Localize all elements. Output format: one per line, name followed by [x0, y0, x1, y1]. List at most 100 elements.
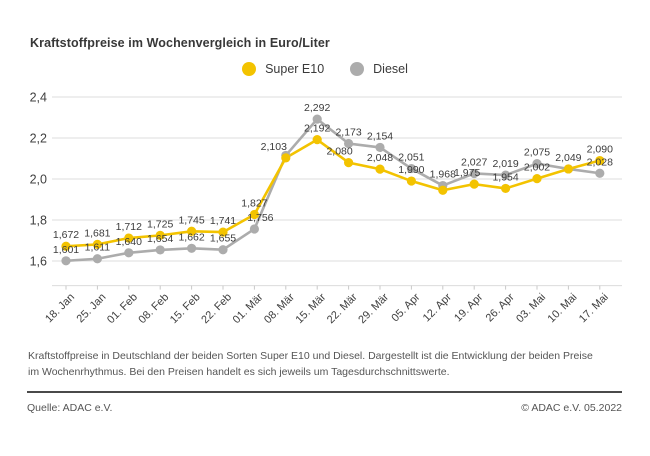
legend-dot-diesel [350, 62, 365, 76]
x-axis-tick-label: 22. Feb [199, 291, 234, 326]
point-super-e10-5 [218, 227, 228, 237]
point-super-e10-1 [92, 239, 102, 249]
y-axis-tick-label: 2,4 [30, 91, 47, 105]
copyright-label: © ADAC e.V. 05.2022 [521, 402, 622, 414]
chart-legend: Super E10 Diesel [0, 62, 650, 76]
value-label: 1,990 [398, 164, 424, 176]
point-super-e10-6 [249, 209, 259, 220]
value-label: 2,154 [367, 130, 393, 142]
line-diesel [65, 117, 600, 263]
point-diesel-8 [312, 114, 322, 124]
point-diesel-6 [249, 224, 259, 234]
value-label: 1,745 [178, 214, 204, 226]
value-label: 1,968 [430, 169, 456, 181]
value-label: 2,103 [261, 141, 287, 153]
chart-footnote: Kraftstoffpreise in Deutschland der beid… [28, 350, 593, 378]
x-axis-tick-label: 01. Mär [231, 291, 266, 326]
line-super-e10 [65, 138, 601, 248]
point-diesel-0 [61, 256, 71, 266]
footer-divider [27, 391, 622, 393]
point-diesel-11 [406, 163, 416, 174]
point-super-e10-16 [563, 164, 574, 174]
x-axis-tick-label: 18. Jan [43, 291, 77, 325]
footer-row: Quelle: ADAC e.V. © ADAC e.V. 05.2022 [27, 402, 622, 414]
point-super-e10-14 [501, 183, 511, 194]
point-super-e10-8 [312, 135, 322, 145]
x-axis-tick-label: 22. Mär [325, 291, 360, 326]
x-axis-tick-label: 19. Apr [452, 291, 485, 324]
point-super-e10-9 [344, 158, 354, 168]
point-super-e10-4 [187, 226, 197, 236]
point-super-e10-12 [438, 185, 448, 195]
point-super-e10-3 [155, 230, 165, 240]
y-axis-tick-label: 2,0 [30, 173, 47, 187]
value-label: 2,192 [304, 123, 330, 135]
value-label: 2,027 [461, 156, 487, 168]
x-axis-tick-label: 12. Apr [421, 291, 454, 324]
x-axis-tick-label: 01. Feb [105, 291, 140, 326]
value-label: 2,028 [587, 156, 613, 168]
value-label: 1,712 [116, 221, 142, 233]
point-diesel-4 [187, 243, 197, 253]
value-label: 1,662 [178, 231, 204, 243]
y-axis-tick-label: 1,8 [30, 214, 47, 228]
legend-item-diesel: Diesel [350, 62, 408, 76]
point-diesel-14 [501, 170, 511, 180]
x-axis-tick-label: 25. Jan [75, 291, 109, 325]
point-diesel-9 [344, 138, 354, 149]
point-diesel-5 [218, 245, 228, 255]
point-super-e10-0 [61, 241, 71, 251]
point-super-e10-15 [532, 173, 542, 184]
x-axis-tick-label: 10. Mai [546, 291, 580, 325]
value-label: 2,292 [304, 102, 330, 114]
value-label: 2,173 [335, 127, 361, 139]
value-label: 1,725 [147, 218, 173, 230]
x-axis-tick-label: 15. Feb [168, 291, 203, 326]
value-label: 2,080 [326, 146, 352, 158]
point-super-e10-17 [595, 155, 605, 166]
value-label: 1,975 [454, 167, 480, 179]
value-label: 1,681 [84, 227, 110, 239]
value-label: 1,954 [492, 171, 518, 183]
y-axis-tick-label: 2,2 [30, 132, 47, 146]
point-super-e10-10 [375, 164, 385, 174]
x-axis-tick-label: 05. Apr [389, 291, 422, 324]
x-axis-tick-label: 08. Mär [262, 291, 297, 326]
legend-label-diesel: Diesel [373, 62, 408, 76]
legend-item-super-e10: Super E10 [242, 62, 324, 76]
point-diesel-13 [469, 168, 479, 179]
x-axis-tick-label: 08. Feb [136, 291, 171, 326]
point-diesel-15 [532, 159, 542, 169]
point-diesel-1 [92, 254, 102, 264]
value-label: 1,601 [53, 244, 79, 256]
value-label: 1,756 [247, 212, 273, 224]
value-label: 2,075 [524, 147, 550, 159]
source-label: Quelle: ADAC e.V. [27, 402, 113, 414]
point-diesel-17 [595, 168, 605, 178]
x-axis-tick-label: 15. Mär [293, 291, 328, 326]
value-label: 2,002 [524, 162, 550, 174]
point-super-e10-11 [406, 176, 416, 186]
x-axis-tick-label: 17. Mai [577, 291, 611, 325]
value-label: 1,672 [53, 229, 79, 241]
point-super-e10-13 [469, 179, 479, 189]
value-label: 2,019 [492, 158, 518, 170]
value-label: 2,049 [555, 152, 581, 164]
value-label: 2,051 [398, 152, 424, 164]
point-diesel-3 [155, 245, 165, 255]
legend-dot-super-e10 [242, 62, 257, 76]
x-axis-tick-label: 29. Mär [356, 291, 391, 326]
y-axis-tick-label: 1,6 [30, 255, 47, 269]
point-diesel-10 [375, 142, 385, 153]
value-label: 1,827 [241, 197, 267, 209]
value-label: 1,611 [85, 242, 111, 254]
point-diesel-2 [124, 248, 134, 258]
value-label: 1,655 [210, 233, 236, 245]
point-super-e10-2 [124, 233, 134, 243]
point-super-e10-7 [281, 153, 291, 163]
value-label: 1,741 [210, 215, 236, 227]
value-label: 2,048 [367, 152, 393, 164]
value-label: 2,090 [587, 144, 613, 156]
